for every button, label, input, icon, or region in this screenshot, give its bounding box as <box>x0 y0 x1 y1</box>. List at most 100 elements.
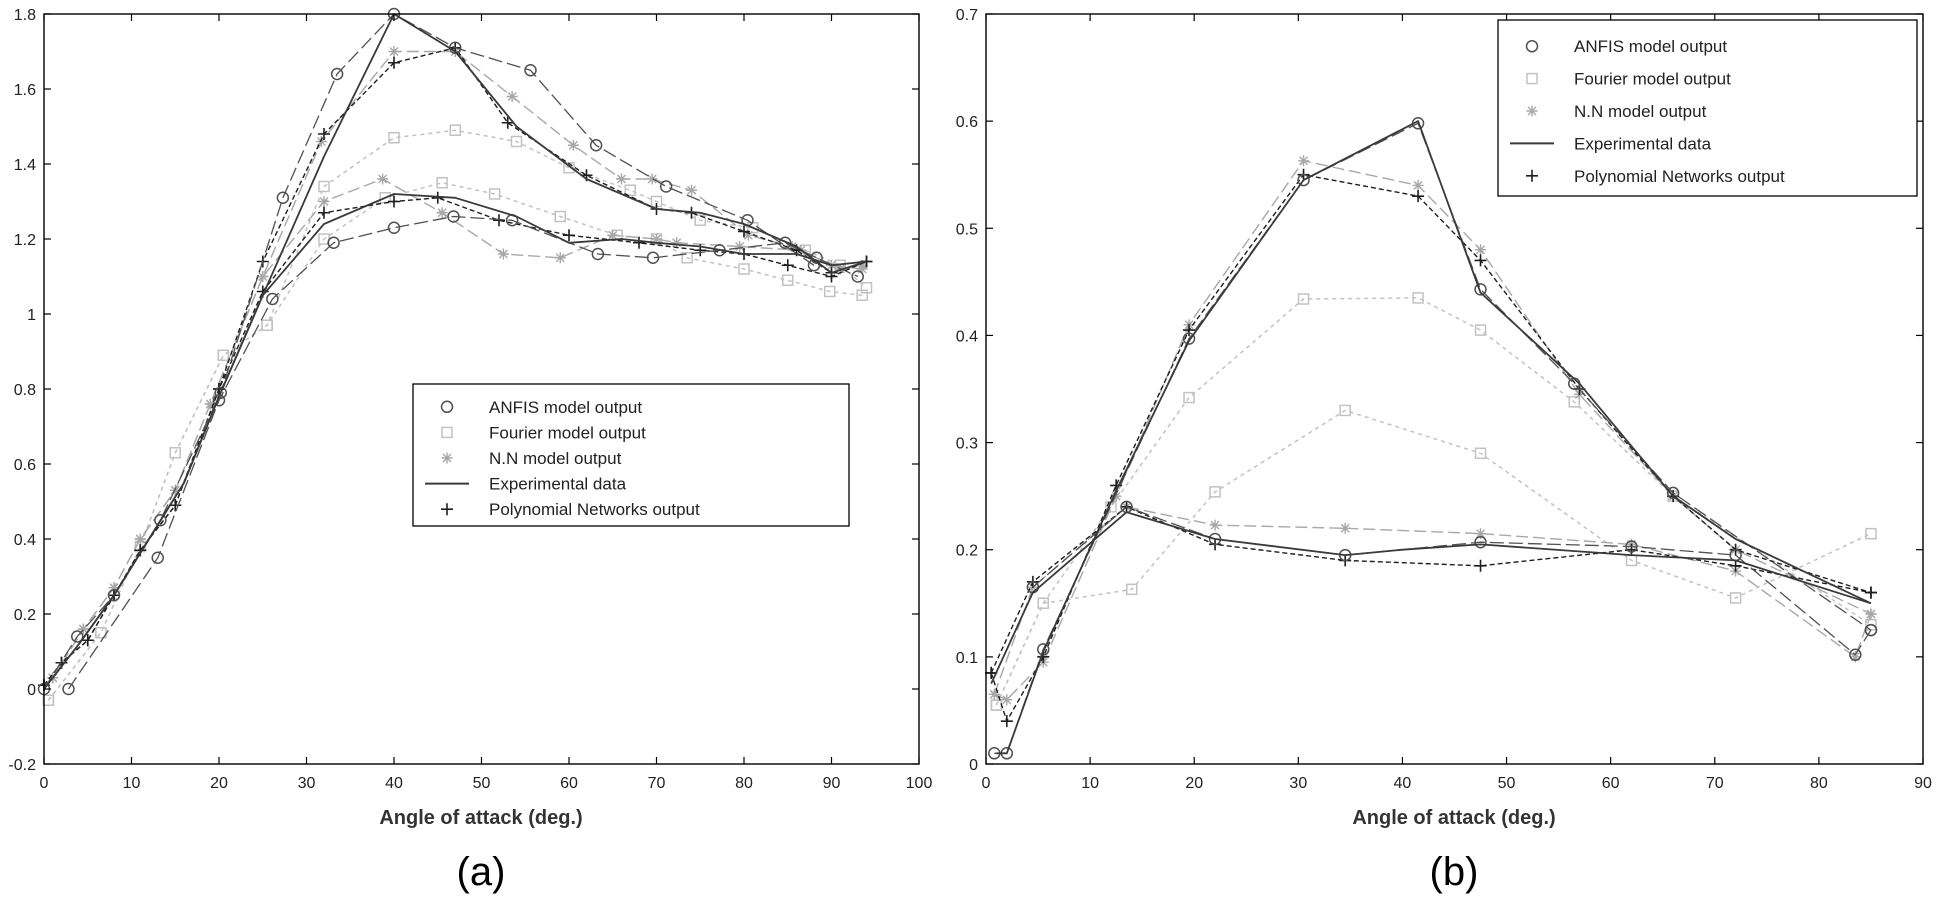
legend-entry-label: Fourier model output <box>489 423 646 442</box>
data-point-fourier <box>1474 324 1487 336</box>
y-tick-label: 0.6 <box>956 114 978 131</box>
data-point-polynomial <box>388 195 400 208</box>
data-point-nn <box>742 229 754 241</box>
data-point-anfis <box>659 180 673 193</box>
data-point-polynomial <box>388 56 400 69</box>
x-tick-label: 80 <box>735 775 753 792</box>
y-tick-label: 0.5 <box>956 221 978 238</box>
data-point-fourier <box>1037 597 1050 610</box>
data-point-anfis <box>1474 283 1487 296</box>
data-point-fourier <box>738 263 750 275</box>
data-point-anfis <box>154 514 167 527</box>
legend-marker-sample <box>1526 72 1538 85</box>
data-point-nn <box>388 46 400 57</box>
legend-a: ANFIS model output Fourier model output N.… <box>412 383 850 527</box>
data-point-nn <box>607 229 619 241</box>
y-tick-label: 0.1 <box>956 650 978 667</box>
data-point-polynomial <box>781 259 794 272</box>
data-point-nn <box>646 173 658 185</box>
series-line-anfis <box>43 13 815 690</box>
data-point-anfis <box>1182 332 1196 345</box>
legend-entry-label: ANFIS model output <box>1574 37 1727 56</box>
legend-entry-label: Polynomial Networks output <box>1574 167 1785 186</box>
data-point-fourier <box>318 180 330 193</box>
data-point-fourier <box>169 447 181 459</box>
data-point-anfis <box>330 67 344 81</box>
data-point-anfis <box>327 236 340 249</box>
ticks-a: 0 10 20 30 40 50 60 70 80 90 100-0.200.20.40.60.81… <box>8 7 932 792</box>
data-point-polynomial <box>1864 586 1877 599</box>
series-line-fourier <box>995 409 1872 706</box>
legend-entry-label: N.N model output <box>1574 102 1707 121</box>
legend-entry-nn: N.N model output <box>441 449 622 468</box>
data-point-nn <box>567 139 579 151</box>
x-tick-label: 30 <box>298 775 316 792</box>
y-tick-label: 1.2 <box>14 232 36 249</box>
y-tick-label: -0.2 <box>8 757 36 774</box>
series-line-experimental <box>996 120 1872 755</box>
series-line-fourier <box>47 182 863 701</box>
x-tick-label: 90 <box>1914 775 1932 792</box>
data-point-fourier <box>1339 404 1351 417</box>
data-point-anfis <box>524 64 537 77</box>
data-point-polynomial <box>1474 254 1487 267</box>
data-point-polynomial <box>738 225 750 238</box>
data-point-anfis <box>266 292 279 306</box>
legend-entry-label: Polynomial Networks output <box>489 500 700 519</box>
x-tick-label: 20 <box>1185 775 1203 792</box>
data-point-polynomial <box>501 116 514 129</box>
data-point-fourier <box>388 132 400 144</box>
data-point-fourier <box>95 627 107 639</box>
data-point-nn <box>988 688 1000 700</box>
x-tick-label: 40 <box>385 775 403 792</box>
legend-box <box>1497 19 1918 197</box>
data-point-anfis <box>646 251 660 264</box>
y-tick-label: 0.6 <box>14 457 36 474</box>
data-point-nn <box>616 173 627 185</box>
data-point-nn <box>497 248 509 260</box>
series-layer-b <box>985 117 1878 760</box>
x-axis-label-b: Angle of attack (deg.) <box>1352 807 1555 829</box>
x-tick-label: 10 <box>1081 775 1099 792</box>
data-point-polynomial <box>633 236 645 249</box>
y-tick-label: 1.6 <box>14 82 36 99</box>
data-point-anfis <box>1625 540 1638 553</box>
data-point-fourier <box>1474 447 1487 460</box>
x-tick-label: 20 <box>210 775 228 792</box>
data-point-anfis <box>589 139 603 152</box>
data-point-anfis <box>1037 643 1050 656</box>
data-point-anfis <box>62 682 75 696</box>
series-experimental-0 <box>996 120 1872 755</box>
data-point-fourier <box>510 135 523 148</box>
x-tick-label: 10 <box>123 775 141 792</box>
data-point-fourier <box>488 188 501 200</box>
data-point-fourier <box>856 289 868 301</box>
data-point-nn <box>108 582 120 594</box>
y-tick-label: 1.8 <box>14 7 36 24</box>
data-point-fourier <box>1568 396 1580 408</box>
y-tick-label: 1.4 <box>14 157 36 174</box>
data-point-nn <box>1001 694 1013 706</box>
x-tick-label: 30 <box>1289 775 1307 792</box>
data-point-fourier <box>1126 583 1138 596</box>
legend-entry-polynomial: Polynomial Networks output <box>441 500 700 519</box>
legend-marker-sample <box>440 400 454 414</box>
data-point-nn <box>1475 244 1487 256</box>
data-point-fourier <box>824 285 836 298</box>
data-point-nn <box>134 533 146 545</box>
data-point-fourier <box>782 274 794 286</box>
data-point-fourier <box>436 177 448 189</box>
data-point-fourier <box>261 319 273 331</box>
data-point-anfis <box>276 191 290 204</box>
data-point-fourier <box>1412 292 1424 304</box>
data-point-nn <box>1110 490 1122 502</box>
data-point-fourier <box>217 349 230 361</box>
series-line-anfis <box>67 215 859 690</box>
data-point-fourier <box>1297 293 1310 305</box>
legend-entry-label: N.N model output <box>489 449 622 468</box>
legend-entry-label: Experimental data <box>489 475 627 494</box>
x-tick-label: 70 <box>648 775 666 792</box>
data-point-fourier <box>694 214 706 226</box>
series-line-experimental <box>990 511 1872 684</box>
